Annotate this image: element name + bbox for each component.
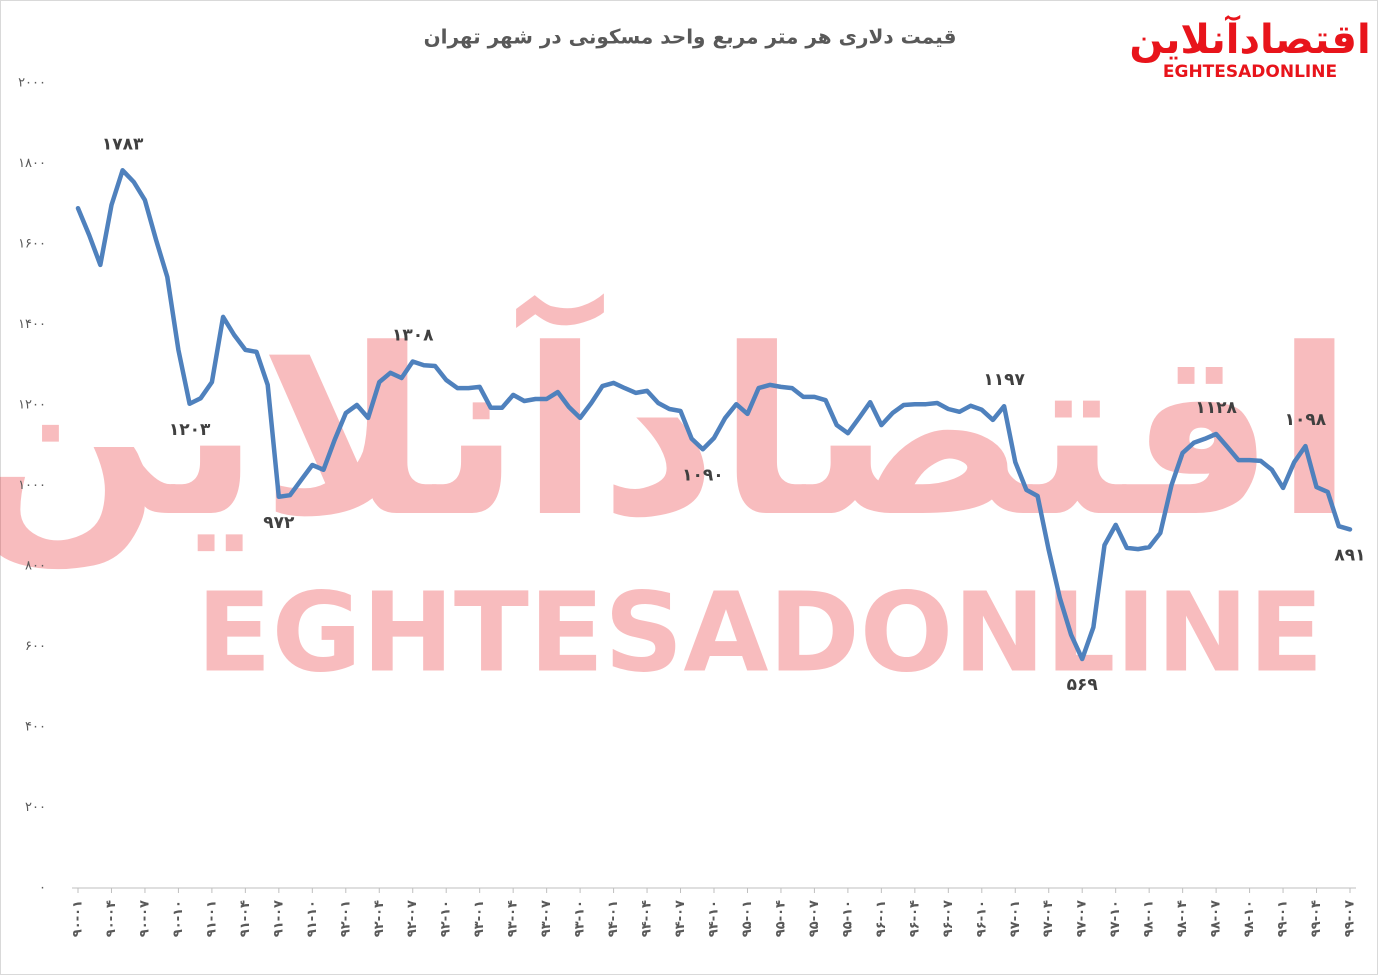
y-tick-label: ۸۰۰ (25, 559, 46, 574)
x-tick-label: ۹۹-۰۴ (1309, 900, 1324, 937)
data-label: ۸۹۱ (1334, 545, 1365, 565)
x-tick-label: ۹۶-۰۷ (941, 900, 956, 937)
x-tick-label: ۹۷-۰۴ (1041, 900, 1056, 937)
data-label: ۱۳۰۸ (392, 326, 434, 346)
x-tick-label: ۹۸-۰۷ (1209, 900, 1224, 937)
y-tick-label: ۲۰۰۰ (18, 76, 46, 91)
x-tick-label: ۹۰-۰۱ (71, 900, 86, 937)
y-tick-label: ۴۰۰ (25, 720, 46, 735)
data-label: ۱۰۹۸ (1285, 410, 1327, 430)
x-tick-label: ۹۵-۰۴ (773, 900, 788, 937)
x-tick-label: ۹۹-۰۱ (1276, 900, 1291, 937)
x-tick-label: ۹۷-۰۱ (1008, 900, 1023, 937)
x-tick-label: ۹۰-۰۷ (137, 900, 152, 937)
watermark: اقتصادآنلاین EGHTESADONLINE (0, 293, 1354, 696)
x-tick-label: ۹۴-۱۰ (707, 900, 722, 937)
y-tick-label: ۲۰۰ (25, 800, 46, 815)
series-line (75, 168, 1353, 662)
x-tick-label: ۹۲-۰۷ (405, 900, 420, 937)
data-label: ۹۷۲ (263, 513, 295, 533)
data-label: ۵۶۹ (1067, 675, 1099, 695)
x-tick-label: ۹۵-۱۰ (840, 900, 855, 937)
y-tick-label: ۱۲۰۰ (18, 398, 46, 413)
watermark-name: اقتصادآنلاین (0, 293, 1354, 569)
x-tick-label: ۹۲-۱۰ (439, 900, 454, 937)
x-tick-label: ۹۱-۰۱ (204, 900, 219, 937)
x-tick-label: ۹۸-۱۰ (1242, 900, 1257, 937)
x-tick-label: ۹۳-۰۷ (539, 900, 554, 937)
x-tick-label: ۹۶-۰۱ (874, 900, 889, 937)
logo-name: اقتصادآنلاین (1129, 14, 1370, 63)
x-tick-label: ۹۲-۰۴ (372, 900, 387, 937)
logo: اقتصادآنلاین EGHTESADONLINE (1129, 14, 1370, 82)
data-label: ۱۷۸۳ (102, 134, 144, 154)
x-tick-label: ۹۵-۰۱ (740, 900, 755, 937)
chart-title: قیمت دلاری هر متر مربع واحد مسکونی در شه… (424, 25, 957, 49)
x-tick-label: ۹۱-۱۰ (305, 900, 320, 937)
x-tick-label: ۹۱-۰۷ (271, 900, 286, 937)
x-tick-label: ۹۳-۰۴ (506, 900, 521, 937)
x-tick-label: ۹۳-۱۰ (573, 900, 588, 937)
x-tick-label: ۹۰-۰۴ (104, 900, 119, 937)
y-tick-label: ۰ (39, 881, 46, 896)
x-tick-label: ۹۷-۱۰ (1108, 900, 1123, 937)
x-tick-label: ۹۹-۰۷ (1343, 900, 1358, 937)
data-label: ۱۰۹۰ (682, 465, 724, 485)
logo-latin: EGHTESADONLINE (1163, 62, 1337, 82)
y-tick-label: ۶۰۰ (25, 639, 46, 654)
x-tick-label: ۹۲-۰۱ (338, 900, 353, 937)
x-tick-label: ۹۸-۰۱ (1142, 900, 1157, 937)
x-tick-label: ۹۸-۰۴ (1175, 900, 1190, 937)
watermark-latin: EGHTESADONLINE (196, 568, 1323, 696)
x-tick-label: ۹۶-۰۴ (907, 900, 922, 937)
x-tick-label: ۹۳-۰۱ (472, 900, 487, 937)
y-tick-label: ۱۰۰۰ (18, 478, 46, 493)
x-tick-label: ۹۰-۱۰ (171, 900, 186, 937)
x-tick-label: ۹۷-۰۷ (1075, 900, 1090, 937)
data-label: ۱۱۹۷ (983, 370, 1025, 390)
x-tick-label: ۹۴-۰۴ (640, 900, 655, 937)
data-label: ۱۲۰۳ (169, 420, 211, 440)
data-label: ۱۱۲۸ (1195, 398, 1237, 418)
y-tick-label: ۱۶۰۰ (18, 237, 46, 252)
x-tick-label: ۹۴-۰۱ (606, 900, 621, 937)
x-tick-label: ۹۴-۰۷ (673, 900, 688, 937)
y-tick-label: ۱۸۰۰ (18, 156, 46, 171)
y-tick-label: ۱۴۰۰ (18, 317, 46, 332)
x-tick-label: ۹۶-۱۰ (974, 900, 989, 937)
x-tick-label: ۹۵-۰۷ (807, 900, 822, 937)
x-tick-label: ۹۱-۰۴ (238, 900, 253, 937)
